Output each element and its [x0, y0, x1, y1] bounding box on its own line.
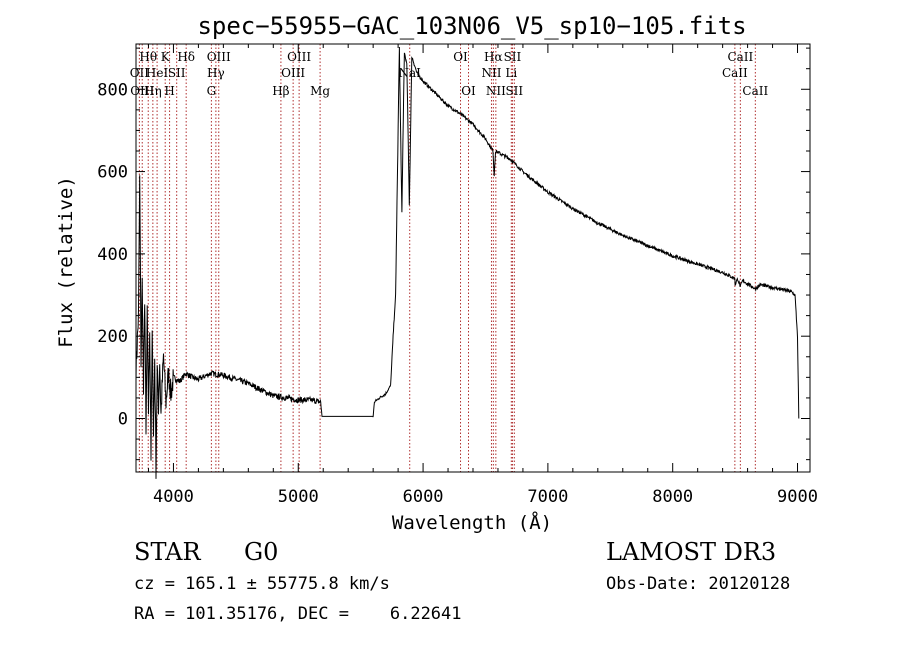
x-tick-label: 4000 [153, 487, 194, 507]
line-label-26: CaII [727, 50, 753, 64]
redshift-velocity: cz = 165.1 ± 55775.8 km/s [134, 574, 390, 594]
y-tick-label: 200 [97, 327, 128, 347]
line-label-20: Hα [484, 50, 503, 64]
y-axis: 0 200 400 600 800 [97, 47, 810, 461]
chart-title: spec−55955−GAC_103N06_V5_sp10−105.fits [197, 12, 746, 40]
spectral-line-labels: OIIOIIIHθHηHeIKHSIIHδGHγOIIIHβOIIIOIIIMg… [130, 50, 769, 98]
line-label-25: CaII [722, 66, 748, 80]
line-label-3: Hη [144, 84, 162, 98]
flux-series-line [135, 46, 800, 479]
line-label-19: NII [481, 66, 501, 80]
y-tick-label: 400 [97, 245, 128, 265]
y-tick-label: 0 [118, 410, 128, 430]
object-class: STAR [134, 538, 201, 566]
x-axis: 4000 5000 6000 7000 8000 9000 [147, 44, 818, 507]
line-label-7: SII [168, 66, 186, 80]
line-label-13: OIII [281, 66, 305, 80]
y-tick-label: 600 [97, 163, 128, 183]
x-tick-label: 6000 [403, 487, 444, 507]
line-label-4: HeI [146, 66, 169, 80]
line-label-17: OI [453, 50, 468, 64]
line-label-12: Hβ [272, 84, 289, 98]
line-label-5: K [161, 50, 171, 64]
coordinates: RA = 101.35176, DEC = 6.22641 [134, 604, 462, 624]
line-label-14: OIII [287, 50, 311, 64]
spectral-line-markers [138, 44, 756, 472]
x-tick-label: 8000 [652, 487, 693, 507]
line-label-6: H [164, 84, 174, 98]
line-label-24: SII [505, 84, 523, 98]
line-label-15: Mg [310, 84, 330, 98]
line-label-21: NII [486, 84, 506, 98]
x-tick-label: 5000 [278, 487, 319, 507]
line-label-2: Hθ [139, 50, 157, 64]
line-label-10: Hγ [207, 66, 225, 80]
line-label-8: Hδ [177, 50, 195, 64]
x-tick-label: 9000 [777, 487, 818, 507]
line-label-9: G [207, 84, 217, 98]
line-label-18: OI [461, 84, 476, 98]
x-tick-label: 7000 [527, 487, 568, 507]
subclass: G0 [244, 538, 279, 566]
observation-date: Obs-Date: 20120128 [606, 574, 791, 594]
line-label-23: SII [504, 50, 522, 64]
x-axis-label: Wavelength (Å) [392, 511, 552, 534]
line-label-11: OIII [207, 50, 231, 64]
survey-name: LAMOST DR3 [606, 538, 777, 566]
line-label-27: CaII [742, 84, 768, 98]
y-tick-label: 800 [97, 80, 128, 100]
line-label-0: OII [130, 66, 150, 80]
line-label-22: Li [505, 66, 517, 80]
plot-frame [135, 43, 811, 473]
y-axis-label: Flux (relative) [55, 176, 77, 348]
